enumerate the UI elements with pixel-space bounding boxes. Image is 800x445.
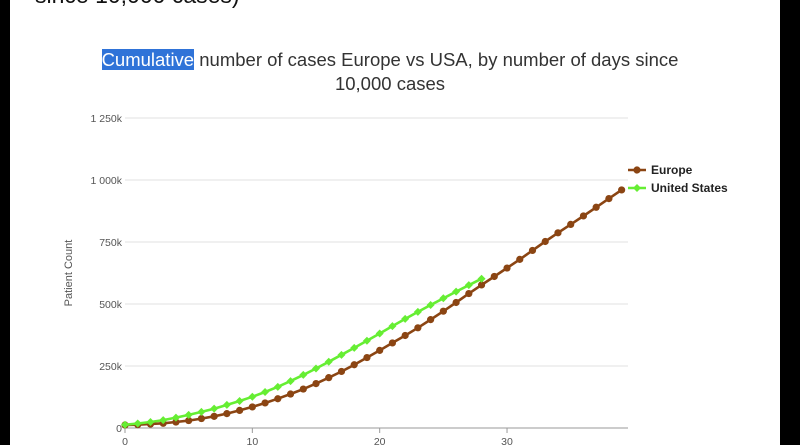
slide-heading: since 10,000 cases) bbox=[35, 0, 240, 9]
data-point-united-states bbox=[248, 392, 257, 401]
data-point-united-states bbox=[146, 418, 155, 427]
data-point-europe bbox=[605, 195, 613, 203]
chart-canvas: since 10,000 cases) Cumulative number of… bbox=[10, 0, 780, 445]
data-point-europe bbox=[452, 298, 460, 307]
data-point-europe bbox=[618, 186, 626, 194]
data-point-united-states bbox=[439, 294, 448, 303]
legend-marker-europe bbox=[633, 166, 641, 174]
data-point-europe bbox=[286, 390, 295, 398]
data-point-united-states bbox=[426, 300, 435, 309]
data-point-europe bbox=[274, 395, 282, 403]
data-point-united-states bbox=[197, 407, 206, 416]
data-point-united-states bbox=[171, 413, 180, 422]
data-point-united-states bbox=[464, 281, 473, 290]
data-point-united-states bbox=[133, 419, 142, 428]
data-point-united-states bbox=[375, 329, 384, 338]
data-point-europe bbox=[414, 324, 422, 332]
data-point-europe bbox=[312, 380, 320, 388]
y-tick-label: 250k bbox=[99, 361, 123, 373]
data-point-united-states bbox=[299, 370, 308, 379]
data-point-europe bbox=[541, 237, 549, 246]
x-tick-label: 20 bbox=[374, 436, 386, 445]
data-point-europe bbox=[592, 203, 600, 211]
x-tick-label: 30 bbox=[501, 436, 513, 445]
data-point-united-states bbox=[261, 388, 270, 397]
data-point-united-states bbox=[413, 307, 422, 316]
series-line-europe bbox=[124, 188, 623, 427]
data-point-europe bbox=[248, 403, 256, 411]
data-point-europe bbox=[376, 346, 384, 354]
data-point-europe bbox=[236, 406, 244, 414]
legend-label-europe[interactable]: Europe bbox=[651, 163, 693, 177]
data-point-europe bbox=[490, 272, 498, 281]
y-axis-label: Patient Count bbox=[63, 240, 75, 307]
data-point-united-states bbox=[350, 343, 359, 352]
data-point-united-states bbox=[273, 382, 282, 391]
data-point-europe bbox=[503, 264, 511, 272]
data-point-europe bbox=[261, 399, 269, 407]
data-point-europe bbox=[554, 229, 562, 237]
x-tick-label: 0 bbox=[122, 436, 128, 445]
data-point-europe bbox=[210, 412, 218, 420]
data-point-europe bbox=[172, 418, 180, 426]
data-point-united-states bbox=[312, 364, 321, 373]
y-tick-label: 750k bbox=[99, 237, 123, 249]
data-point-united-states bbox=[452, 287, 461, 296]
data-point-united-states bbox=[286, 377, 295, 386]
data-point-europe bbox=[567, 220, 575, 228]
legend-label-united-states[interactable]: United States bbox=[651, 181, 728, 195]
series-line-united-states bbox=[124, 277, 483, 427]
data-point-europe bbox=[477, 281, 486, 289]
data-point-europe bbox=[388, 339, 397, 347]
data-point-europe bbox=[337, 367, 346, 376]
data-point-united-states bbox=[235, 396, 244, 405]
data-point-europe bbox=[528, 246, 537, 255]
data-point-europe bbox=[465, 289, 473, 298]
data-point-united-states bbox=[324, 357, 333, 366]
data-point-europe bbox=[401, 331, 409, 340]
data-point-united-states bbox=[184, 410, 193, 419]
data-point-europe bbox=[363, 353, 371, 362]
data-point-europe bbox=[439, 307, 447, 315]
y-tick-label: 500k bbox=[99, 299, 123, 311]
data-point-europe bbox=[299, 385, 307, 393]
data-point-united-states bbox=[362, 336, 371, 345]
data-point-united-states bbox=[121, 420, 129, 429]
y-tick-label: 1 000k bbox=[90, 175, 122, 187]
data-point-europe bbox=[427, 316, 435, 324]
line-chart: 0 250k 500k 750k 1 000k 1 250k 0 10 20 30 Patient … bbox=[63, 113, 728, 445]
y-tick-label: 1 250k bbox=[90, 113, 122, 125]
data-point-united-states bbox=[210, 404, 219, 413]
data-point-europe bbox=[223, 410, 231, 418]
data-point-united-states bbox=[477, 274, 486, 283]
data-point-united-states bbox=[388, 322, 397, 331]
data-point-europe bbox=[197, 414, 206, 423]
chart-title: Cumulative number of cases Europe vs USA… bbox=[50, 48, 730, 96]
legend-marker-united-states bbox=[633, 184, 641, 192]
data-point-europe bbox=[350, 361, 358, 369]
chart-title-text: number of cases Europe vs USA, by number… bbox=[194, 49, 679, 70]
data-point-united-states bbox=[159, 416, 168, 425]
x-tick-label: 10 bbox=[246, 436, 258, 445]
y-tick-label: 0 bbox=[116, 423, 122, 435]
chart-title-line2: 10,000 cases bbox=[334, 73, 446, 94]
data-point-united-states bbox=[222, 400, 231, 409]
data-point-europe bbox=[325, 374, 333, 382]
data-point-united-states bbox=[337, 350, 346, 359]
data-point-europe bbox=[579, 212, 588, 220]
data-point-europe bbox=[185, 416, 193, 425]
data-point-europe bbox=[516, 255, 524, 263]
data-point-united-states bbox=[401, 314, 410, 323]
chart-title-highlight[interactable]: Cumulative bbox=[101, 49, 195, 70]
